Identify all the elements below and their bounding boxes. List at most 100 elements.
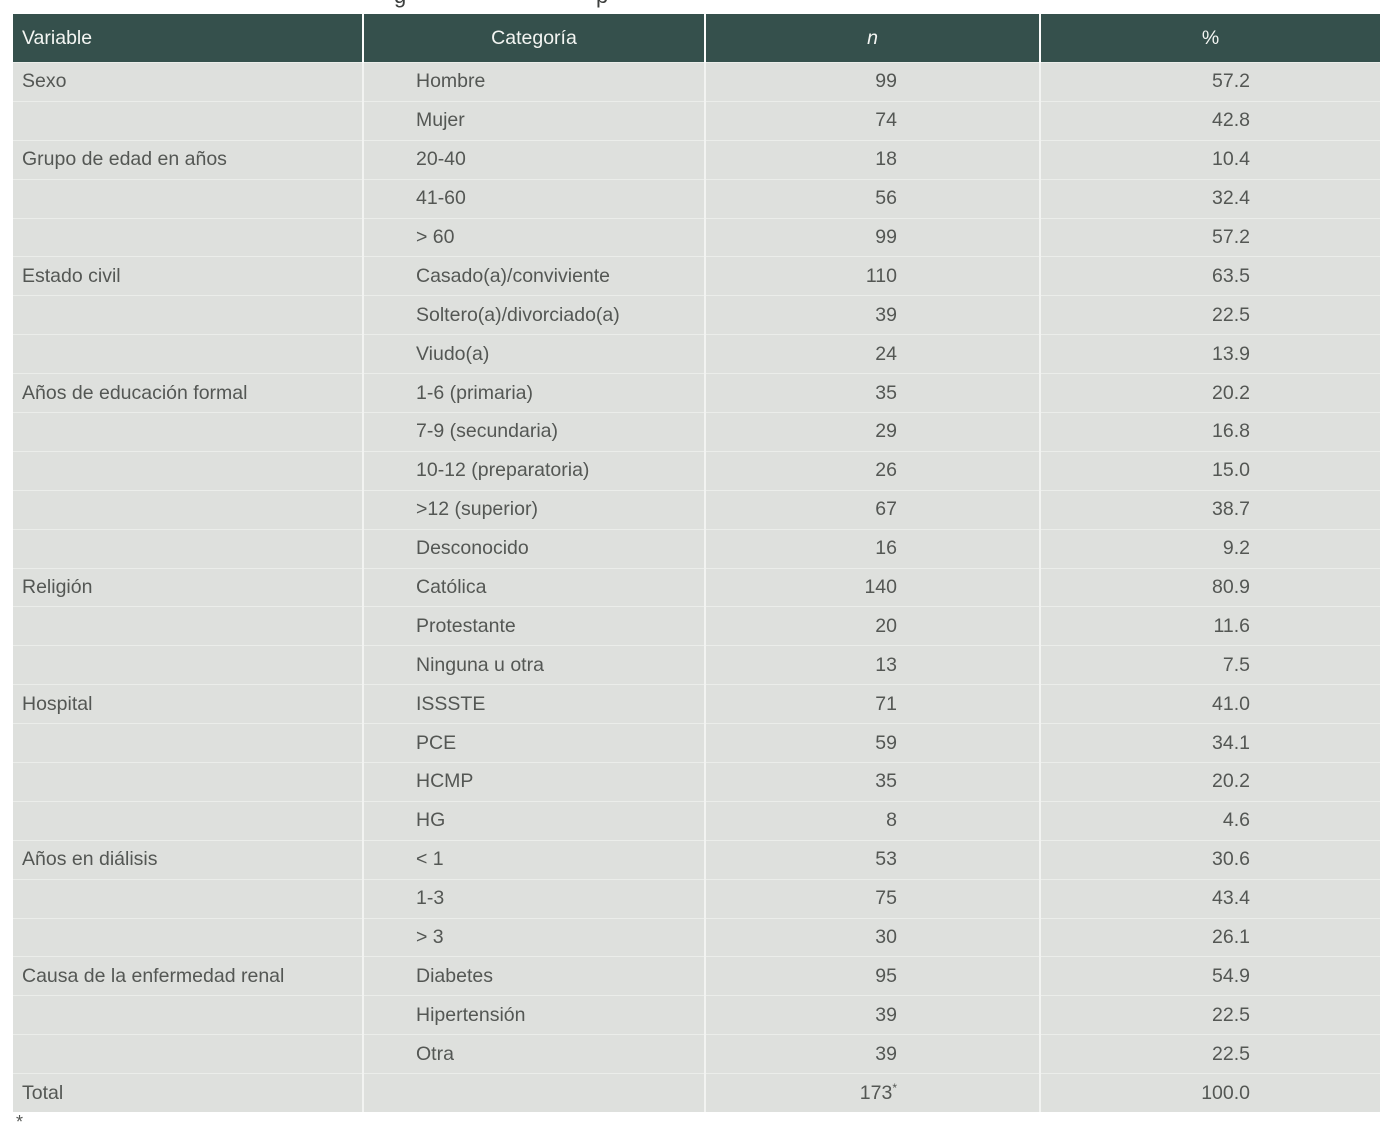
n-cell: 95	[704, 956, 1040, 996]
table-row: Ninguna u otra 13 7.5	[13, 645, 1380, 685]
variable-cell	[13, 762, 363, 802]
n-value: 30	[875, 926, 897, 949]
category-cell: Viudo(a)	[362, 334, 705, 374]
category-cell: Católica	[362, 567, 705, 607]
percent-cell: 57.2	[1039, 217, 1380, 257]
n-value: 18	[875, 148, 897, 171]
n-value: 173	[859, 1081, 893, 1104]
table-row: Religión Católica 140 80.9	[13, 567, 1380, 607]
percent-cell: 100.0	[1039, 1073, 1380, 1113]
n-value: 56	[875, 187, 897, 210]
table-row: Años de educación formal 1-6 (primaria) …	[13, 373, 1380, 413]
table-row: 7-9 (secundaria) 29 16.8	[13, 412, 1380, 452]
n-value: 13	[875, 653, 897, 676]
table-row: Sexo Hombre 99 57.2	[13, 62, 1380, 102]
category-cell: 1-6 (primaria)	[362, 373, 705, 413]
percent-cell: 20.2	[1039, 373, 1380, 413]
category-cell: >12 (superior)	[362, 489, 705, 530]
n-cell: 13	[704, 645, 1040, 685]
percent-cell: 20.2	[1039, 762, 1380, 802]
n-value: 29	[875, 420, 897, 443]
variable-cell	[13, 412, 363, 452]
table-row: Causa de la enfermedad renal Diabetes 95…	[13, 956, 1380, 996]
category-cell: > 60	[362, 217, 705, 257]
n-cell: 140	[704, 567, 1040, 607]
category-cell	[362, 1073, 705, 1113]
header-n: n	[704, 14, 1040, 63]
variable-cell	[13, 1034, 363, 1074]
category-cell: 1-3	[362, 878, 705, 919]
variable-cell	[13, 917, 363, 957]
table-row: Grupo de edad en años 20-40 18 10.4	[13, 139, 1380, 180]
table-row: >12 (superior) 67 38.7	[13, 489, 1380, 530]
n-cell: 39	[704, 1034, 1040, 1074]
n-cell: 35	[704, 762, 1040, 802]
n-value: 74	[875, 109, 897, 132]
header-percent: %	[1039, 14, 1380, 63]
table-row: Soltero(a)/divorciado(a) 39 22.5	[13, 295, 1380, 335]
variable-cell	[13, 295, 363, 335]
n-cell: 99	[704, 217, 1040, 257]
variable-cell	[13, 645, 363, 685]
n-cell: 20	[704, 606, 1040, 646]
table-row: PCE 59 34.1	[13, 723, 1380, 763]
variable-cell: Sexo	[13, 62, 363, 102]
percent-cell: 26.1	[1039, 917, 1380, 957]
n-value: 35	[875, 770, 897, 793]
variable-cell	[13, 178, 363, 219]
category-cell: 20-40	[362, 139, 705, 180]
category-cell: 7-9 (secundaria)	[362, 412, 705, 452]
percent-cell: 63.5	[1039, 256, 1380, 296]
percent-cell: 10.4	[1039, 139, 1380, 180]
category-cell: HCMP	[362, 762, 705, 802]
variable-cell	[13, 878, 363, 919]
n-value: 110	[865, 264, 897, 287]
percent-cell: 32.4	[1039, 178, 1380, 219]
n-value: 67	[875, 498, 897, 521]
table-row: HG 8 4.6	[13, 800, 1380, 841]
percent-cell: 4.6	[1039, 800, 1380, 841]
percent-cell: 16.8	[1039, 412, 1380, 452]
n-cell: 39	[704, 995, 1040, 1035]
category-cell: HG	[362, 800, 705, 841]
percent-cell: 15.0	[1039, 450, 1380, 491]
n-value: 59	[875, 731, 897, 754]
category-cell: Hipertensión	[362, 995, 705, 1035]
n-cell: 26	[704, 450, 1040, 491]
n-value: 39	[875, 303, 897, 326]
n-cell: 39	[704, 295, 1040, 335]
table-row: Otra 39 22.5	[13, 1034, 1380, 1074]
n-value: 99	[875, 226, 897, 248]
title-descender-glyph: g	[394, 0, 406, 9]
n-value: 20	[875, 614, 897, 637]
variable-cell	[13, 450, 363, 491]
n-value: 39	[875, 1042, 897, 1065]
category-cell: < 1	[362, 839, 705, 880]
n-value: 8	[886, 809, 897, 832]
variable-cell	[13, 995, 363, 1035]
table-row: Hipertensión 39 22.5	[13, 995, 1380, 1035]
table-row: Estado civil Casado(a)/conviviente 110 6…	[13, 256, 1380, 296]
n-cell: 74	[704, 100, 1040, 141]
cropped-title-text: g p	[0, 0, 1399, 11]
percent-cell: 43.4	[1039, 878, 1380, 919]
variable-cell: Años de educación formal	[13, 373, 363, 413]
percent-cell: 80.9	[1039, 567, 1380, 607]
demographics-table-container: Variable Categoría n % Sexo Hombre 99 57…	[13, 14, 1380, 1113]
table-row: 10-12 (preparatoria) 26 15.0	[13, 450, 1380, 491]
header-variable: Variable	[13, 14, 363, 63]
n-cell: 35	[704, 373, 1040, 413]
table-row: > 60 99 57.2	[13, 217, 1380, 257]
variable-cell: Total	[13, 1073, 363, 1113]
n-cell: 16	[704, 528, 1040, 569]
n-cell: 59	[704, 723, 1040, 763]
category-cell: 10-12 (preparatoria)	[362, 450, 705, 491]
table-row: 1-3 75 43.4	[13, 878, 1380, 919]
category-cell: ISSSTE	[362, 684, 705, 724]
percent-cell: 34.1	[1039, 723, 1380, 763]
variable-cell	[13, 800, 363, 841]
table-row: Años en diálisis < 1 53 30.6	[13, 839, 1380, 880]
category-cell: Hombre	[362, 62, 705, 102]
category-cell: Mujer	[362, 100, 705, 141]
